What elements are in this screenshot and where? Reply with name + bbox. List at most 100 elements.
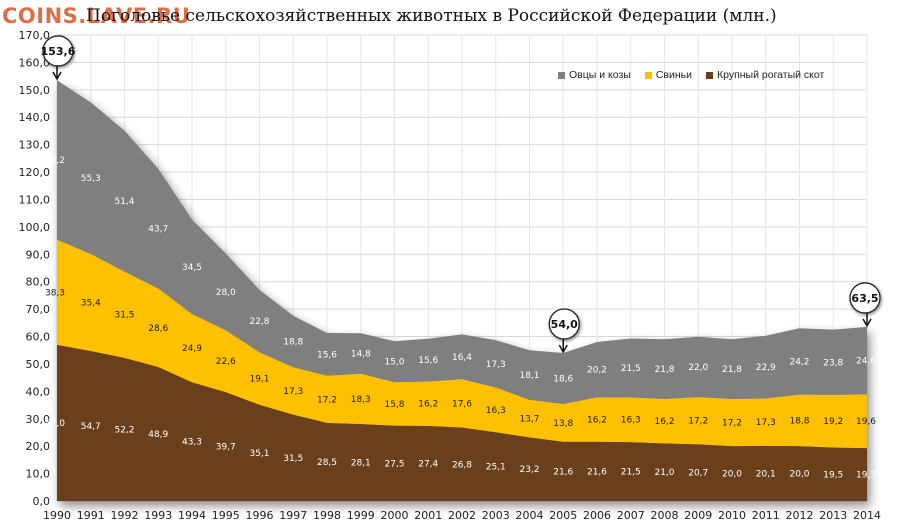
x-tick-label: 1996 xyxy=(246,509,274,522)
data-label-series-0: 20,7 xyxy=(688,469,708,479)
data-label-series-0: 21,6 xyxy=(587,467,607,477)
data-label-series-0: 19,5 xyxy=(823,470,843,480)
data-labels: 57,0 54,7 52,2 48,9 43,3 39,7 35,1 31,5 28,5 28,1… xyxy=(45,156,876,481)
y-tick-label: 0,0 xyxy=(33,495,51,508)
data-label-series-2: 17,3 xyxy=(486,360,506,370)
data-label-series-1: 18,3 xyxy=(351,395,371,405)
y-tick-label: 90,0 xyxy=(26,248,51,261)
data-label-series-2: 22,9 xyxy=(756,363,776,373)
x-tick-label: 1995 xyxy=(212,509,240,522)
data-label-series-2: 16,4 xyxy=(452,353,472,363)
x-tick-label: 2000 xyxy=(381,509,409,522)
legend-label-cattle: Крупный рогатый скот xyxy=(716,69,825,81)
legend-item-pigs: Свиньи xyxy=(644,69,692,81)
y-axis-labels: 0,0 10,0 20,0 30,0 40,0 50,0 60,0 70,0 80,0 90,0 1… xyxy=(19,29,51,508)
data-label-series-0: 21,5 xyxy=(621,468,641,478)
x-tick-label: 2013 xyxy=(819,509,847,522)
x-tick-label: 2006 xyxy=(583,509,611,522)
data-label-series-2: 58,2 xyxy=(45,156,65,166)
data-label-series-0: 27,5 xyxy=(384,459,404,469)
data-label-series-1: 16,3 xyxy=(486,406,506,416)
data-label-series-2: 14,8 xyxy=(351,350,371,360)
y-tick-label: 10,0 xyxy=(26,468,51,481)
x-axis-labels: 1990 1991 1992 1993 1994 1995 1996 1997 1998 1999… xyxy=(43,509,881,522)
data-label-series-1: 18,8 xyxy=(789,416,809,426)
data-label-series-1: 31,5 xyxy=(114,311,134,321)
data-label-series-1: 16,2 xyxy=(654,417,674,427)
data-label-series-0: 48,9 xyxy=(148,430,168,440)
data-label-series-2: 18,8 xyxy=(283,337,303,347)
data-label-series-0: 21,0 xyxy=(654,468,674,478)
x-tick-label: 1993 xyxy=(144,509,172,522)
legend-swatch-pigs xyxy=(644,71,652,79)
x-tick-label: 1998 xyxy=(313,509,341,522)
area-series-2 xyxy=(57,80,867,404)
y-tick-label: 110,0 xyxy=(19,193,51,206)
data-label-series-1: 17,3 xyxy=(756,418,776,428)
data-label-series-2: 18,1 xyxy=(519,371,539,381)
legend-item-cattle: Крупный рогатый скот xyxy=(705,69,825,81)
data-label-series-1: 16,3 xyxy=(621,416,641,426)
x-tick-label: 2001 xyxy=(414,509,442,522)
data-label-series-1: 19,1 xyxy=(249,375,269,385)
data-label-series-0: 28,1 xyxy=(351,458,371,468)
total-annotations: 153,6 54,0 63,5 xyxy=(41,35,881,354)
data-label-series-0: 19,3 xyxy=(856,471,876,481)
y-tick-label: 60,0 xyxy=(26,331,51,344)
x-tick-label: 2008 xyxy=(651,509,679,522)
x-tick-label: 2014 xyxy=(853,509,881,522)
x-tick-label: 2007 xyxy=(617,509,645,522)
data-label-series-1: 17,3 xyxy=(283,387,303,397)
data-label-series-0: 57,0 xyxy=(45,419,65,429)
data-label-series-1: 19,6 xyxy=(856,417,876,427)
data-label-series-2: 22,8 xyxy=(249,317,269,327)
y-tick-label: 130,0 xyxy=(19,139,51,152)
x-tick-label: 1994 xyxy=(178,509,206,522)
x-tick-label: 2003 xyxy=(482,509,510,522)
legend-item-sheep: Овцы и козы xyxy=(558,69,631,81)
data-label-series-0: 25,1 xyxy=(486,463,506,473)
annotation-arrowhead xyxy=(558,344,568,354)
data-label-series-2: 55,3 xyxy=(81,174,101,184)
x-tick-label: 2005 xyxy=(549,509,577,522)
data-label-series-1: 17,2 xyxy=(688,417,708,427)
annotation-circle xyxy=(849,282,881,314)
data-label-series-1: 17,2 xyxy=(722,419,742,429)
data-label-series-0: 26,8 xyxy=(452,460,472,470)
data-label-series-2: 15,6 xyxy=(418,356,438,366)
chart-title: Поголовье сельскохозяйственных животных … xyxy=(86,6,777,26)
data-label-series-1: 19,2 xyxy=(823,417,843,427)
data-label-series-2: 15,6 xyxy=(317,350,337,360)
data-label-series-0: 31,5 xyxy=(283,454,303,464)
data-label-series-0: 21,6 xyxy=(553,467,573,477)
data-label-series-1: 16,2 xyxy=(418,400,438,410)
data-label-series-0: 27,4 xyxy=(418,459,438,469)
data-label-series-0: 28,5 xyxy=(317,458,337,468)
y-tick-label: 20,0 xyxy=(26,440,51,453)
data-label-series-2: 24,6 xyxy=(856,357,876,367)
y-tick-label: 40,0 xyxy=(26,385,51,398)
x-tick-label: 2011 xyxy=(752,509,780,522)
annotation-arrowhead xyxy=(862,318,872,328)
data-label-series-2: 20,2 xyxy=(587,366,607,376)
y-tick-label: 170,0 xyxy=(19,29,51,42)
legend: Овцы и козы Свиньи Крупный рогатый скот xyxy=(558,69,824,81)
data-label-series-1: 16,2 xyxy=(587,416,607,426)
data-label-series-2: 21,5 xyxy=(621,364,641,374)
y-tick-label: 50,0 xyxy=(26,358,51,371)
x-tick-label: 2004 xyxy=(516,509,544,522)
x-tick-label: 2010 xyxy=(718,509,746,522)
y-tick-label: 80,0 xyxy=(26,276,51,289)
x-tick-label: 1997 xyxy=(279,509,307,522)
x-tick-label: 1990 xyxy=(43,509,71,522)
data-label-series-2: 18,6 xyxy=(553,374,573,384)
data-label-series-0: 20,1 xyxy=(756,469,776,479)
data-label-series-2: 21,8 xyxy=(722,365,742,375)
data-label-series-1: 28,6 xyxy=(148,324,168,334)
y-tick-label: 120,0 xyxy=(19,166,51,179)
data-label-series-2: 51,4 xyxy=(114,197,134,207)
data-label-series-1: 17,6 xyxy=(452,399,472,409)
data-label-series-1: 22,6 xyxy=(216,357,236,367)
data-label-series-1: 24,9 xyxy=(182,344,202,354)
